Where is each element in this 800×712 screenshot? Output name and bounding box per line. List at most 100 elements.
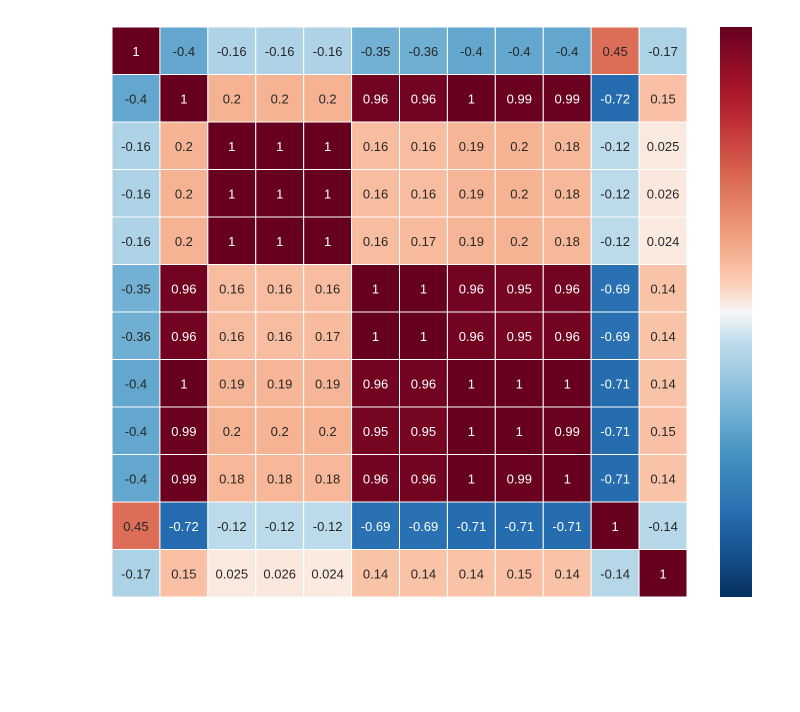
heatmap-cell bbox=[207, 216, 257, 265]
cell-value-label: 1 bbox=[564, 376, 571, 391]
heatmap-cell bbox=[351, 311, 401, 360]
cell-value-label: 0.14 bbox=[650, 471, 675, 486]
heatmap-cell bbox=[638, 359, 688, 408]
cell-value-label: 0.2 bbox=[271, 91, 289, 106]
heatmap-cell bbox=[446, 264, 496, 313]
cell-value-label: -0.69 bbox=[600, 281, 630, 296]
cell-value-label: -0.16 bbox=[217, 44, 247, 59]
heatmap-cell bbox=[399, 359, 448, 408]
cell-value-label: 0.96 bbox=[171, 281, 196, 296]
cell-value-label: 1 bbox=[372, 281, 379, 296]
heatmap-cell bbox=[494, 359, 544, 408]
cell-value-label: 1 bbox=[516, 376, 523, 391]
heatmap-cell bbox=[638, 406, 688, 455]
cell-value-label: 1 bbox=[228, 234, 235, 249]
cell-value-label: 0.95 bbox=[507, 281, 532, 296]
heatmap-cell bbox=[446, 406, 496, 455]
cell-value-label: -0.71 bbox=[457, 519, 487, 534]
cell-value-label: -0.4 bbox=[125, 471, 147, 486]
cell-value-label: -0.72 bbox=[600, 91, 630, 106]
heatmap-cell bbox=[111, 549, 161, 598]
cell-value-label: 0.2 bbox=[271, 424, 289, 439]
heatmap-cell bbox=[207, 74, 257, 123]
heatmap-cell bbox=[159, 406, 209, 455]
cell-value-label: 0.17 bbox=[315, 329, 340, 344]
heatmap-cell bbox=[351, 549, 401, 598]
cell-value-label: 0.96 bbox=[363, 471, 388, 486]
cell-value-label: -0.69 bbox=[600, 329, 630, 344]
cell-value-label: 0.18 bbox=[315, 471, 340, 486]
cell-value-label: 1 bbox=[420, 329, 427, 344]
heatmap-cell bbox=[494, 311, 544, 360]
heatmap-cell bbox=[159, 121, 209, 170]
cell-value-label: 0.026 bbox=[263, 566, 296, 581]
heatmap-cell bbox=[159, 26, 209, 75]
heatmap-cell bbox=[446, 311, 496, 360]
cell-value-label: 0.16 bbox=[411, 186, 436, 201]
heatmap-cell bbox=[111, 121, 161, 170]
heatmap-cell bbox=[542, 26, 592, 75]
cell-value-label: 0.16 bbox=[267, 281, 292, 296]
heatmap-cell bbox=[351, 501, 401, 550]
heatmap-cell bbox=[303, 454, 353, 503]
cell-value-label: 0.025 bbox=[647, 139, 680, 154]
cell-value-label: -0.72 bbox=[169, 519, 199, 534]
cell-value-label: 0.18 bbox=[555, 186, 580, 201]
heatmap-cell bbox=[207, 406, 257, 455]
cell-value-label: -0.12 bbox=[217, 519, 247, 534]
cell-value-label: -0.71 bbox=[600, 376, 630, 391]
heatmap-cell bbox=[111, 216, 161, 265]
heatmap-cell bbox=[590, 549, 640, 598]
cell-value-label: 0.2 bbox=[510, 139, 528, 154]
heatmap-cells: 1 -0.4 -0.16 -0.16 -0.16 -0.35 -0.36 -0.4 -0.4 -0… bbox=[111, 26, 688, 598]
heatmap-cell bbox=[111, 311, 161, 360]
cell-value-label: -0.71 bbox=[600, 471, 630, 486]
heatmap-cell bbox=[255, 311, 305, 360]
cell-value-label: 1 bbox=[228, 139, 235, 154]
cell-value-label: 0.2 bbox=[510, 234, 528, 249]
cell-value-label: -0.16 bbox=[265, 44, 295, 59]
cell-value-label: 0.19 bbox=[219, 376, 244, 391]
cell-value-label: 0.16 bbox=[315, 281, 340, 296]
cell-value-label: 0.96 bbox=[411, 376, 436, 391]
cell-value-label: 0.99 bbox=[555, 424, 580, 439]
cell-value-label: -0.12 bbox=[600, 186, 630, 201]
cell-value-label: -0.36 bbox=[409, 44, 439, 59]
cell-value-label: 1 bbox=[468, 424, 475, 439]
heatmap-cell bbox=[446, 216, 496, 265]
cell-value-label: -0.12 bbox=[600, 139, 630, 154]
heatmap-cell bbox=[399, 216, 448, 265]
cell-value-label: -0.36 bbox=[121, 329, 151, 344]
heatmap-cell bbox=[303, 501, 353, 550]
cell-value-label: 0.14 bbox=[555, 566, 580, 581]
heatmap-cell bbox=[399, 169, 448, 218]
cell-value-label: 0.14 bbox=[650, 281, 675, 296]
cell-value-label: 0.96 bbox=[411, 91, 436, 106]
cell-value-label: 0.2 bbox=[175, 186, 193, 201]
cell-value-label: 0.99 bbox=[171, 471, 196, 486]
cell-value-label: 0.19 bbox=[315, 376, 340, 391]
cell-value-label: 0.99 bbox=[507, 91, 532, 106]
cell-value-label: 1 bbox=[372, 329, 379, 344]
cell-value-label: 0.96 bbox=[459, 281, 484, 296]
cell-value-label: 0.96 bbox=[555, 281, 580, 296]
cell-value-label: 0.19 bbox=[459, 139, 484, 154]
heatmap-cell bbox=[111, 26, 161, 75]
cell-value-label: 0.14 bbox=[650, 329, 675, 344]
heatmap-cell bbox=[590, 406, 640, 455]
cell-value-label: 1 bbox=[659, 566, 666, 581]
heatmap-cell bbox=[111, 359, 161, 408]
cell-value-label: 0.16 bbox=[219, 281, 244, 296]
heatmap-cell bbox=[159, 501, 209, 550]
heatmap-cell bbox=[207, 169, 257, 218]
cell-value-label: 0.96 bbox=[555, 329, 580, 344]
heatmap-cell bbox=[590, 169, 640, 218]
heatmap-cell bbox=[255, 216, 305, 265]
heatmap-cell bbox=[159, 264, 209, 313]
cell-value-label: 1 bbox=[180, 376, 187, 391]
cell-value-label: 0.15 bbox=[171, 566, 196, 581]
heatmap-cell bbox=[542, 359, 592, 408]
heatmap-cell bbox=[399, 74, 448, 123]
colorbar bbox=[720, 27, 752, 597]
